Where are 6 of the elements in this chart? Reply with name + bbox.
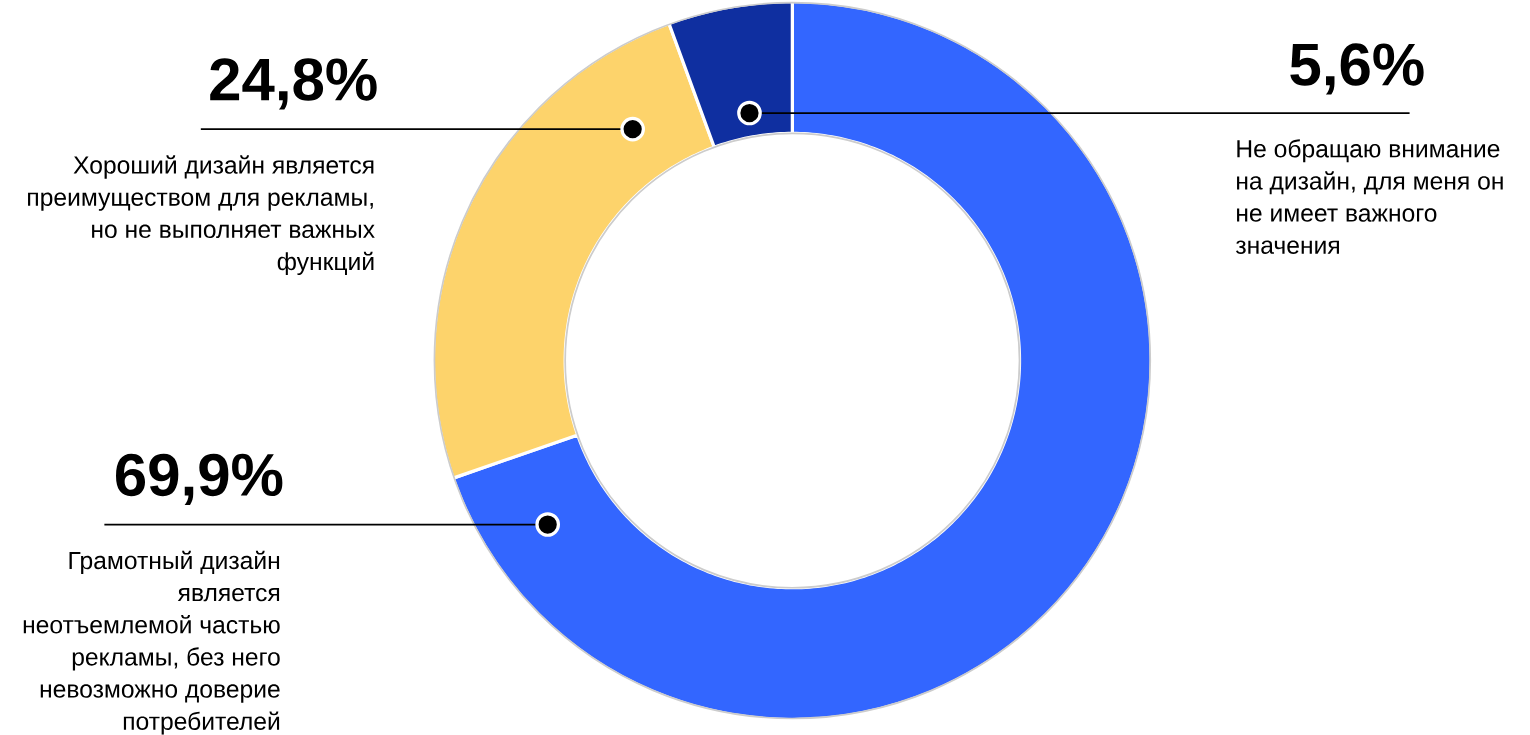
data-label: 69,9% <box>116 453 283 505</box>
slice-label: Хороший дизайн является преимуществом для рекламы, но не выполняет важных функций <box>28 155 375 276</box>
data-label: 5,6% <box>1290 43 1424 95</box>
data-label: 24,8% <box>210 58 377 110</box>
slice-label: Грамотный дизайн является неотъемлемой частью рекламы, без него невозможно доверие потребителей <box>23 550 280 735</box>
slice-label: Не обращаю внимание на дизайн, для меня он не имеет важного значения <box>1235 139 1503 255</box>
